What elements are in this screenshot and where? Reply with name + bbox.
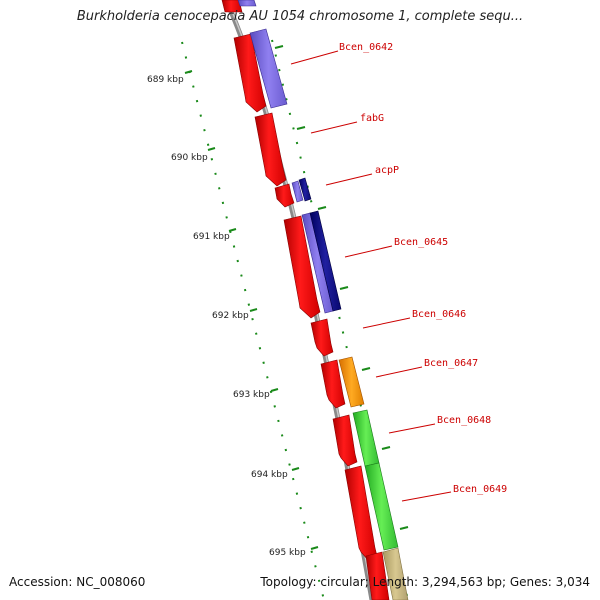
gene-label-leaders: [290, 50, 452, 502]
lavender-feature-acpP[interactable]: [291, 180, 304, 203]
kbp-tick-axis: [181, 41, 325, 600]
red-cds-0648[interactable]: [332, 414, 358, 467]
kbp-major-ticks: [184, 70, 319, 550]
gene-label-fabg[interactable]: fabG: [360, 113, 384, 124]
topology-summary: Topology: circular; Length: 3,294,563 bp…: [260, 575, 590, 589]
accession-label: Accession: NC_008060: [9, 575, 146, 589]
gene-label-bcen-0647[interactable]: Bcen_0647: [424, 358, 478, 369]
red-cds-0647[interactable]: [320, 359, 346, 409]
kbp-label-693: 693 kbp: [233, 390, 270, 400]
lavender-feature-0642[interactable]: [249, 28, 288, 109]
kbp-label-694: 694 kbp: [251, 470, 288, 480]
annotation-features: [237, 0, 409, 600]
red-cds-acpP[interactable]: [274, 183, 295, 208]
gene-label-acpp[interactable]: acpP: [375, 165, 399, 176]
kbp-label-689: 689 kbp: [147, 75, 184, 85]
gene-label-bcen-0649[interactable]: Bcen_0649: [453, 484, 507, 495]
kbp-labels: 689 kbp 690 kbp 691 kbp 692 kbp 693 kbp …: [147, 75, 306, 558]
kbp-label-691: 691 kbp: [193, 232, 230, 242]
red-strand-features: [221, 0, 390, 600]
gene-label-bcen-0642[interactable]: Bcen_0642: [339, 42, 393, 53]
map-title: Burkholderia cenocepacia AU 1054 chromos…: [76, 9, 524, 24]
lavender-feature-top[interactable]: [237, 0, 257, 7]
navy-feature-acpP[interactable]: [298, 177, 312, 202]
red-cds-0645[interactable]: [283, 215, 321, 319]
gene-label-bcen-0645[interactable]: Bcen_0645: [394, 237, 448, 248]
red-cds-fabG[interactable]: [254, 112, 287, 187]
red-cds-0641[interactable]: [221, 0, 243, 13]
red-cds-0650[interactable]: [365, 551, 390, 600]
gene-label-bcen-0648[interactable]: Bcen_0648: [437, 415, 491, 426]
green-feature-0649[interactable]: [364, 462, 399, 551]
tan-feature-0650[interactable]: [382, 547, 409, 600]
gene-labels: Bcen_0642 fabG acpP Bcen_0645 Bcen_0646 …: [339, 42, 507, 495]
red-cds-0646[interactable]: [310, 318, 334, 357]
kbp-label-695: 695 kbp: [269, 548, 306, 558]
kbp-label-690: 690 kbp: [171, 153, 208, 163]
orange-feature-0647[interactable]: [338, 356, 365, 408]
green-feature-0648[interactable]: [352, 409, 380, 467]
gene-label-bcen-0646[interactable]: Bcen_0646: [412, 309, 466, 320]
navy-feature-0645[interactable]: [309, 210, 342, 312]
kbp-label-692: 692 kbp: [212, 311, 249, 321]
